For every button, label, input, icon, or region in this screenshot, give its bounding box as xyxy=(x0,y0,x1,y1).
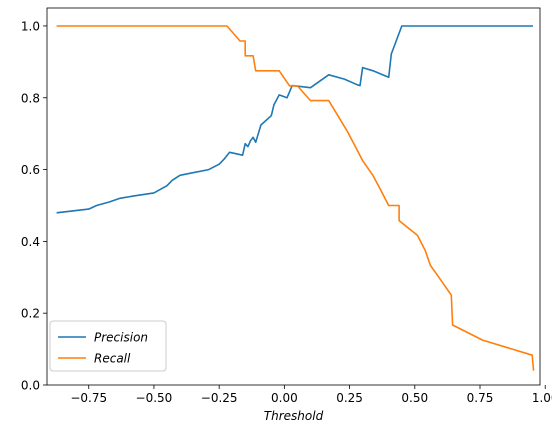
x-tick-label: −0.50 xyxy=(136,391,173,405)
legend: Precision Recall xyxy=(49,320,167,372)
plot-lines xyxy=(56,25,535,371)
x-axis: −0.75 −0.50 −0.25 0.00 0.25 0.50 0.75 1.00 xyxy=(70,385,552,405)
y-tick-label: 0.6 xyxy=(21,163,40,177)
x-axis-label: Threshold xyxy=(264,409,324,423)
y-tick-label: 0.0 xyxy=(21,379,40,393)
x-tick-label: −0.25 xyxy=(201,391,238,405)
x-tick-label: 0.50 xyxy=(401,391,428,405)
y-tick-label: 0.2 xyxy=(21,307,40,321)
x-tick-label: 1.00 xyxy=(532,391,552,405)
y-tick-label: 0.4 xyxy=(21,235,40,249)
x-tick-label: 0.25 xyxy=(336,391,363,405)
y-tick-label: 0.8 xyxy=(21,91,40,105)
series-line-recall xyxy=(56,25,535,371)
series-line-precision xyxy=(56,25,534,214)
legend-label-precision: Precision xyxy=(94,331,148,345)
legend-label-recall: Recall xyxy=(94,352,131,366)
x-tick-label: −0.75 xyxy=(70,391,107,405)
axes-frame xyxy=(46,7,541,386)
y-tick-label: 1.0 xyxy=(21,19,40,33)
y-axis: 0.0 0.2 0.4 0.6 0.8 1.0 xyxy=(21,19,47,393)
x-tick-label: 0.75 xyxy=(467,391,494,405)
x-tick-label: 0.00 xyxy=(271,391,298,405)
